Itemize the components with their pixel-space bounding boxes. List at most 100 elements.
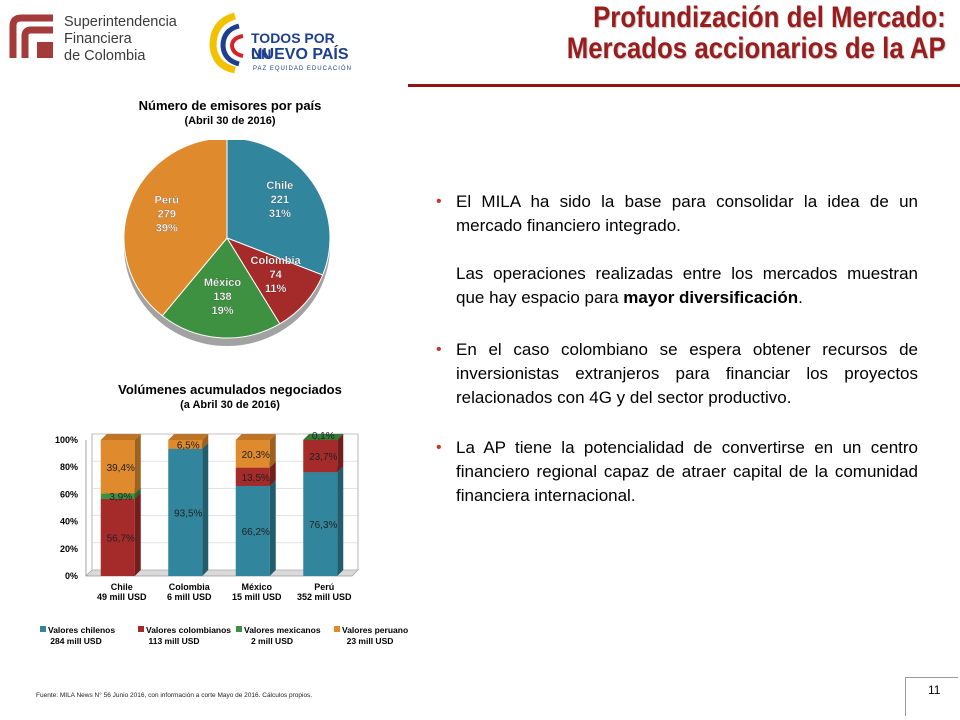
bar-segment-side — [134, 487, 141, 499]
pie-data-label: México — [204, 277, 242, 289]
y-tick-label: 0% — [65, 571, 78, 581]
x-category-sublabel: 49 mill USD — [97, 592, 147, 602]
bar-segment — [168, 440, 203, 449]
bar-segment — [235, 440, 270, 468]
pie-chart-title: Número de emisores por país — [138, 98, 322, 113]
bar-segment-side — [269, 434, 276, 468]
bar-segment-top — [303, 433, 344, 440]
legend-swatch — [236, 626, 242, 632]
legend-sublabel: 284 mill USD — [50, 636, 102, 646]
bullet-dot-icon: • — [436, 341, 442, 358]
legend-swatch — [334, 626, 340, 632]
bullet-item: • La AP tiene la potencialidad de conver… — [426, 436, 918, 508]
bar-segment — [100, 440, 135, 494]
pie-data-label: 11% — [265, 283, 287, 295]
x-category-label: México — [241, 582, 272, 592]
bar-segment — [235, 485, 270, 576]
x-category-sublabel: 15 mill USD — [232, 592, 282, 602]
bar-segment-side — [134, 434, 141, 494]
x-category-sublabel: 6 mill USD — [167, 592, 212, 602]
page-title: Profundización del Mercado: Mercados acc… — [567, 2, 946, 64]
page-number: 11 — [928, 683, 941, 697]
bar-segment-side — [269, 479, 276, 576]
bar-segment-side — [202, 434, 209, 449]
header-divider — [408, 84, 960, 87]
pie-data-label: 279 — [158, 208, 176, 220]
legend-sublabel: 2 mill USD — [251, 636, 293, 646]
bar-data-label: 39,4% — [107, 463, 135, 474]
bar-chart-subtitle: (a Abril 30 de 2016) — [180, 399, 280, 411]
source-note: Fuente: MILA News N° 56 Junio 2016, con … — [36, 692, 313, 699]
y-tick-label: 60% — [60, 489, 78, 499]
pie-data-label: 19% — [211, 305, 233, 317]
bullet-item: • En el caso colombiano se espera obtene… — [426, 338, 918, 410]
bar-data-label: 93,5% — [174, 508, 202, 519]
bar-data-label: 20,3% — [242, 450, 270, 461]
bullet-text: Las operaciones realizadas entre los mer… — [456, 264, 918, 307]
colombia-flag-swirl-icon — [209, 12, 244, 74]
bullet-text: El MILA ha sido la base para consolidar … — [456, 192, 918, 235]
pie-slice-chile — [226, 140, 331, 276]
bar-segment — [303, 440, 338, 473]
bar-data-label: 13,5% — [242, 473, 270, 484]
bar-chart-title: Volúmenes acumulados negociados — [118, 382, 342, 397]
gov-logo-line1: TODOS POR UN — [251, 30, 335, 62]
legend-sublabel: 113 mill USD — [148, 636, 199, 646]
gov-logo: TODOS POR UN NUEVO PAÍS PAZ EQUIDAD EDUC… — [205, 8, 355, 74]
bullet-text: En el caso colombiano se espera obtener … — [456, 340, 918, 407]
pie-data-label: 221 — [271, 194, 289, 206]
bar-data-label: 66,2% — [242, 527, 270, 538]
gov-logo-line3: PAZ EQUIDAD EDUCACIÓN — [253, 66, 352, 72]
sfc-logo-line: Financiera — [64, 31, 132, 47]
y-tick-label: 20% — [60, 544, 78, 554]
pie-data-label: 138 — [213, 291, 231, 303]
bar-segment-side — [337, 466, 344, 576]
bar-data-label: 0,1% — [312, 431, 335, 442]
pie-slice-perú — [123, 140, 228, 317]
page-number-box — [905, 677, 958, 716]
legend-label: Valores chilenos — [48, 625, 115, 635]
pie-data-label: 31% — [269, 208, 291, 220]
x-category-label: Chile — [111, 582, 133, 592]
legend-label: Valores colombianos — [146, 625, 231, 635]
bullet-text-end: . — [798, 288, 803, 307]
pie-data-label: 39% — [156, 222, 178, 234]
bar-segment-side — [269, 461, 276, 486]
sfc-logo-line: Superintendencia — [64, 14, 177, 30]
sfc-logo-line: de Colombia — [64, 48, 146, 64]
pie-data-label: Chile — [266, 180, 293, 192]
pie-slice-méxico — [161, 237, 281, 339]
pie-chart-subtitle: (Abril 30 de 2016) — [184, 115, 276, 127]
sfc-logo: Superintendencia Financiera de Colombia — [8, 12, 180, 68]
x-category-sublabel: 352 mill USD — [297, 592, 352, 602]
bar-segment — [100, 498, 135, 576]
bar-data-label: 3,9% — [109, 492, 132, 503]
page-title-line2: Mercados accionarios de la AP — [566, 32, 946, 65]
bullet-emphasis: mayor diversificación — [623, 288, 799, 307]
bar-data-label: 6,5% — [177, 440, 200, 451]
bar-data-label: 56,7% — [107, 533, 135, 544]
pie-data-label: Perú — [155, 194, 179, 206]
x-category-label: Colombia — [169, 582, 211, 592]
bar-segment-side — [202, 442, 209, 576]
y-tick-label: 40% — [60, 517, 78, 527]
page-title-line1: Profundización del Mercado: — [593, 1, 946, 34]
legend-label: Valores mexicanos — [244, 625, 321, 635]
bar-segment-side — [134, 492, 141, 576]
y-tick-label: 80% — [60, 462, 78, 472]
bullet-paragraph: Las operaciones realizadas entre los mer… — [426, 262, 918, 310]
bar-data-label: 76,3% — [309, 520, 337, 531]
pie-data-label: Colombia — [251, 255, 302, 267]
stacked-bar-chart: 0% 20% 40% 60% 80% 100% 56,7% 3,9% 39,4% Chile49 … — [40, 431, 408, 646]
bar-segment-side — [337, 434, 344, 473]
x-category-label: Perú — [314, 582, 334, 592]
bar-segment-top — [100, 434, 141, 440]
pie-chart: Chile 221 31% Colombia 74 11% México 138 19% Perú… — [123, 140, 331, 346]
legend-sublabel: 23 mill USD — [347, 636, 394, 646]
bullet-item: • El MILA ha sido la base para consolida… — [426, 190, 918, 238]
bar-segment-top — [168, 434, 209, 440]
bar-segment — [168, 448, 203, 576]
bar-segment — [303, 472, 338, 576]
bullet-text: La AP tiene la potencialidad de converti… — [456, 438, 918, 505]
bar-data-label: 23,7% — [309, 452, 337, 463]
